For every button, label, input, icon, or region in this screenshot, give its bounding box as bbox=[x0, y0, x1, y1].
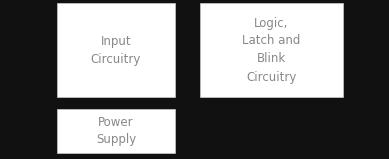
FancyBboxPatch shape bbox=[57, 109, 175, 153]
FancyBboxPatch shape bbox=[57, 3, 175, 97]
Text: Logic,
Latch and
Blink
Circuitry: Logic, Latch and Blink Circuitry bbox=[242, 17, 301, 83]
Text: Input
Circuitry: Input Circuitry bbox=[91, 35, 141, 66]
FancyBboxPatch shape bbox=[200, 3, 343, 97]
Text: Power
Supply: Power Supply bbox=[96, 115, 136, 146]
